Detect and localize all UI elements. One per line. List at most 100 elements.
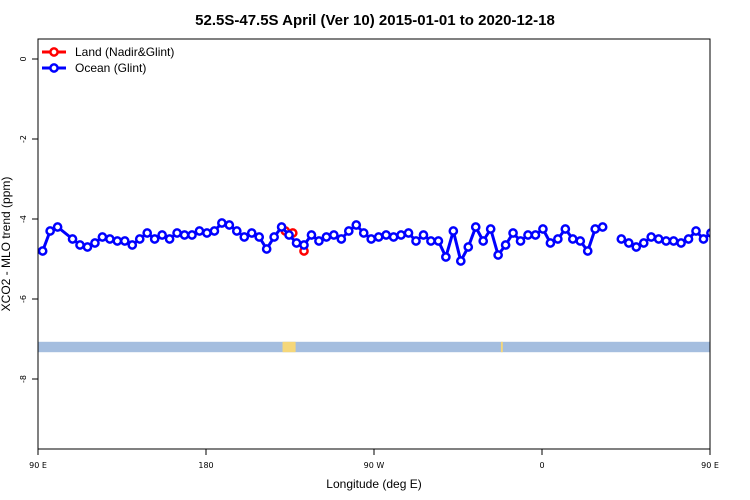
data-point [224,220,235,230]
data-point [321,232,332,242]
data-point [239,232,250,242]
legend-swatch-marker [49,47,59,57]
legend-item: Ocean (Glint) [42,61,146,75]
data-point [538,224,548,234]
x-axis-label: Longitude (deg E) [326,477,421,491]
data-point [67,234,78,244]
data-point [90,238,100,248]
data-point [597,222,608,232]
data-point [448,226,459,236]
data-point [403,228,414,238]
data-point [567,234,578,244]
data-point [668,236,679,246]
data-point [508,228,518,238]
data-point [209,226,220,236]
data-point [706,228,710,238]
data-point [698,234,709,244]
data-point [366,234,377,244]
data-point [470,222,481,232]
data-point [426,236,436,246]
y-tick-label: -6 [19,295,28,303]
data-point [358,228,369,238]
legend: Land (Nadir&Glint) Ocean (Glint) [42,45,174,75]
data-point [306,230,317,240]
data-point [172,228,182,238]
y-axis-label: XCO2 - MLO trend (ppm) [0,177,13,312]
x-tick-label: 90 W [364,461,385,470]
y-axis: 0 -2 -4 -6 -8 [19,56,38,383]
data-point [575,236,586,246]
data-point [493,250,503,260]
data-point [276,222,287,232]
data-point [164,234,175,244]
map-strip [38,341,710,353]
data-point [441,252,451,262]
data-point [523,230,533,240]
data-point [388,232,399,242]
data-point [500,240,511,250]
land-patch [290,341,296,353]
data-point [676,238,686,248]
data-point [530,230,541,240]
y-tick-label: -8 [19,375,28,383]
x-axis: 90 E 180 90 W 0 90 E [29,449,719,470]
plot-frame [37,38,711,450]
ocean-band [38,341,710,353]
legend-label: Ocean (Glint) [75,61,146,75]
data-point [433,236,444,246]
data-point [715,235,722,242]
data-point [284,230,294,240]
data-point [381,230,391,240]
y-tick-label: 0 [19,56,28,61]
data-point [97,232,108,242]
data-point [45,226,55,236]
data-point [75,240,85,250]
data-point [623,238,634,248]
data-point [261,244,272,254]
data-point [683,234,694,244]
x-tick-label: 90 E [701,461,719,470]
data-point [455,256,466,266]
data-point [478,236,489,246]
data-point [119,236,130,246]
chart-title: 52.5S-47.5S April (Ver 10) 2015-01-01 to… [195,12,555,29]
data-point [485,224,496,234]
data-point [553,234,563,244]
data-point [373,232,384,242]
land-patch [500,341,503,353]
data-point [231,226,242,236]
data-point [545,238,556,248]
data-point [351,220,362,230]
data-point [134,234,145,244]
data-point [299,240,309,250]
legend-label: Land (Nadir&Glint) [75,45,174,59]
series-layer [38,218,722,266]
data-point [560,224,571,234]
x-tick-label: 90 E [29,461,47,470]
data-point [246,228,257,238]
data-point [127,240,138,250]
data-point [646,232,657,242]
x-tick-label: 0 [539,461,544,470]
data-point [343,226,354,236]
data-point [411,236,421,246]
data-point [149,234,160,244]
y-tick-label: -2 [19,135,28,143]
data-point [638,238,649,248]
series-ocean-glint [38,218,722,266]
data-point [202,228,212,238]
data-point [194,226,205,236]
data-point [463,242,474,252]
data-point [291,238,302,248]
data-point [590,224,601,234]
data-point [217,218,227,228]
legend-swatch-marker [49,63,59,73]
data-point [329,230,339,240]
data-point [82,242,93,252]
data-point [691,226,701,236]
legend-item: Land (Nadir&Glint) [42,45,174,59]
data-point [582,246,593,256]
data-point [52,222,63,232]
data-point [418,230,429,240]
data-point [515,236,526,246]
